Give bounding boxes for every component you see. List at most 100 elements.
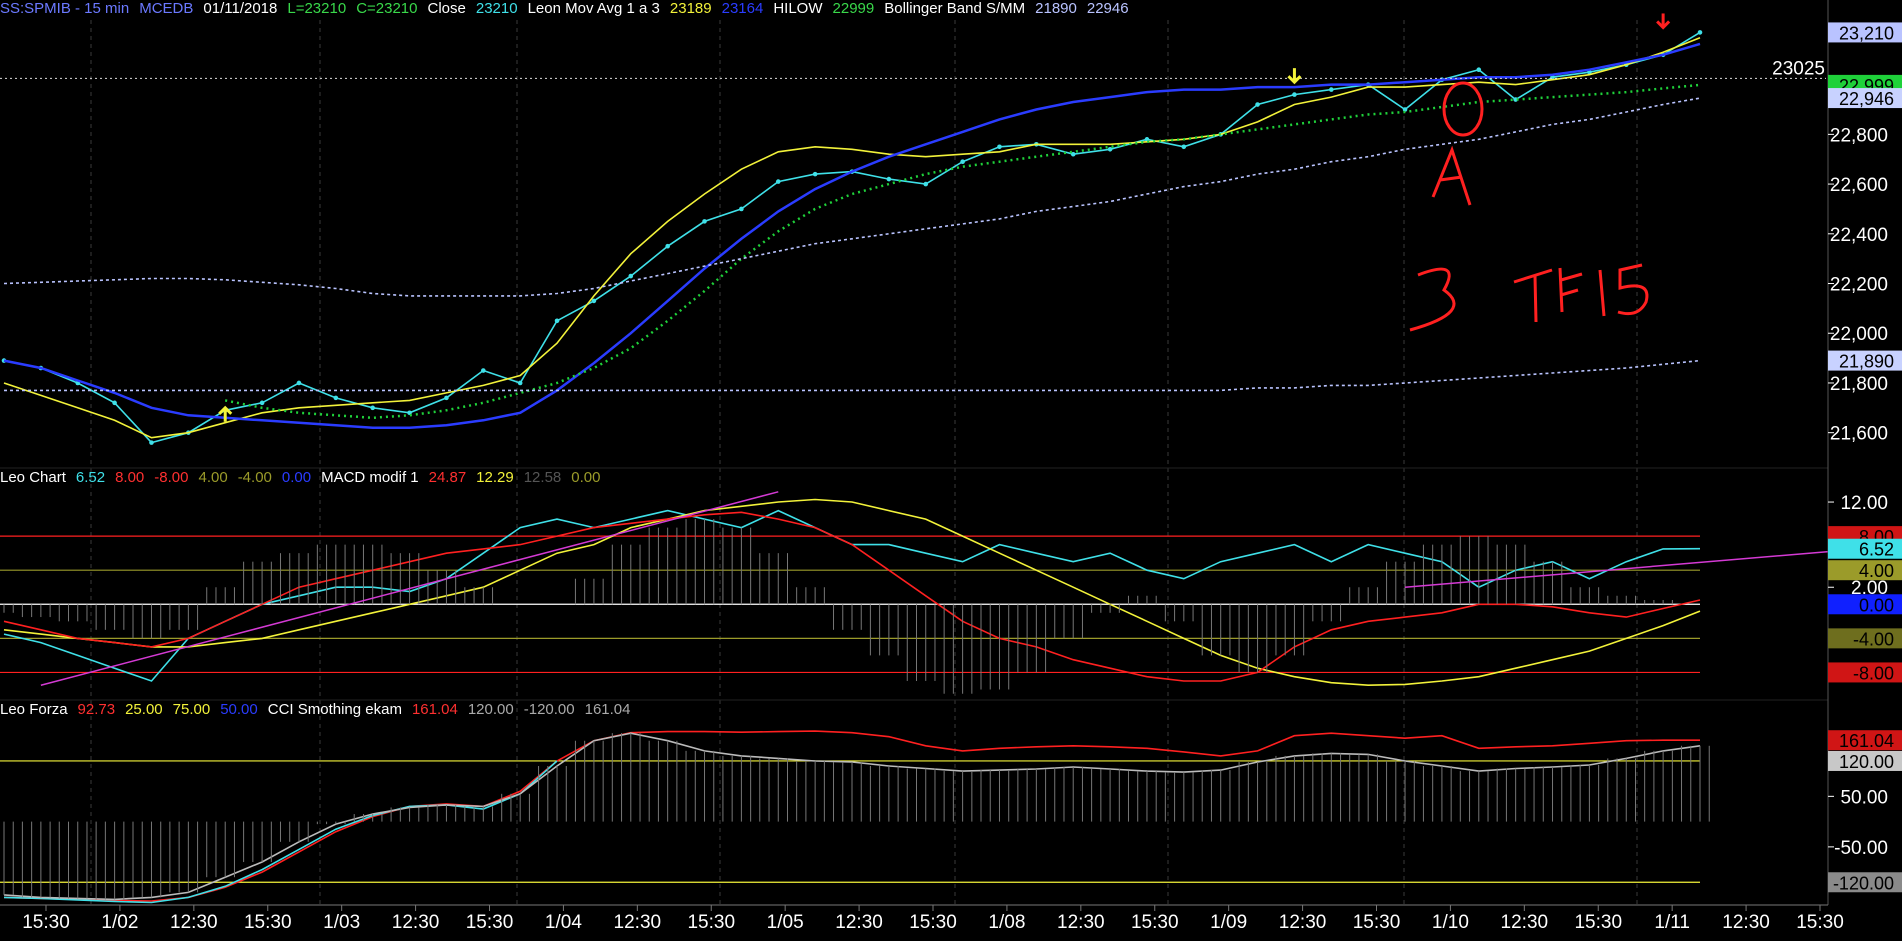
price-point-26	[960, 159, 965, 165]
macd-series-1	[3, 498, 1701, 687]
price-point-20	[739, 206, 744, 212]
price-value-tag-3: 21,890	[1839, 352, 1894, 372]
forza-value-tag-0: 161.04	[1839, 731, 1894, 751]
price-tick-label-4: 22,000	[1830, 324, 1888, 345]
macd-value-tag-5: -8.00	[1853, 663, 1894, 683]
price-point-12	[444, 395, 449, 401]
x-tick-label-22: 1/11	[1654, 912, 1690, 933]
price-point-36	[1329, 87, 1334, 92]
macd-value-tag-bg-5	[1828, 662, 1902, 683]
x-tick-label-14: 12:30	[1057, 912, 1105, 933]
price-point-8	[296, 380, 302, 386]
x-tick-label-18: 15:30	[1353, 912, 1401, 933]
forza-value-tag-bg-2	[1828, 872, 1902, 893]
x-tick-label-23: 12:30	[1722, 912, 1770, 933]
price-point-29	[1070, 151, 1076, 157]
forza-panel-header: Leo Forza 92.73 25.00 75.00 50.00 CCI Smothin…	[0, 701, 641, 719]
macd-tick-label-1: 2.00	[1851, 578, 1888, 599]
forza-legend-5: CCI Smothing ekam	[267, 701, 402, 718]
price-point-46	[1697, 30, 1703, 35]
vertical-grid	[0, 20, 1902, 905]
x-tick-label-4: 1/03	[323, 912, 360, 933]
x-tick-label-5: 12:30	[392, 912, 440, 933]
x-tick-label-3: 15:30	[244, 912, 292, 933]
price-panel-header: SS:SPMIB - 15 min MCEDB 01/11/2018 L=23210 C…	[0, 0, 1139, 18]
forza-legend-8: -120.00	[523, 701, 575, 718]
macd-trendline-2	[1404, 550, 1831, 588]
macd-legend-5: -4.00	[237, 469, 272, 486]
price-point-4	[149, 440, 154, 445]
annotation-letter-a	[1431, 145, 1472, 206]
forza-series-0	[3, 730, 1700, 902]
price-point-9	[333, 395, 339, 401]
forza-panel	[0, 730, 1710, 904]
scale-background	[1828, 0, 1902, 941]
price-legend-4: C=23210	[356, 0, 418, 17]
arrow-head-1	[1287, 75, 1302, 85]
price-legend-1: MCEDB	[139, 0, 194, 17]
macd-legend-6: 0.00	[281, 469, 312, 486]
macd-value-tag-bg-3	[1828, 594, 1902, 615]
x-tick-label-17: 12:30	[1279, 912, 1327, 933]
x-tick-label-12: 15:30	[909, 912, 957, 933]
x-tick-label-8: 12:30	[614, 912, 662, 933]
price-point-17	[628, 273, 634, 279]
forza-value-tag-bg-0	[1828, 730, 1902, 751]
macd-panel	[0, 491, 1831, 694]
macd-legend-2: 8.00	[115, 469, 145, 486]
forza-legend-2: 25.00	[125, 701, 163, 718]
x-tick-label-0: 15:30	[22, 912, 70, 933]
x-tick-label-21: 15:30	[1574, 912, 1622, 933]
price-tick-label-6: 21,600	[1830, 424, 1888, 445]
x-tick-label-2: 12:30	[170, 912, 218, 933]
macd-legend-7: MACD modif 1	[321, 469, 419, 486]
x-tick-label-24: 15:30	[1796, 912, 1844, 933]
macd-value-tag-bg-1	[1828, 538, 1902, 559]
price-point-18	[665, 243, 670, 249]
price-value-tag-0: 23,210	[1839, 23, 1894, 43]
annotation-letters-tf	[1513, 267, 1583, 323]
price-point-10	[370, 405, 375, 411]
price-legend-10: HILOW	[773, 0, 823, 17]
x-tick-label-10: 1/05	[767, 912, 804, 933]
reference-line-label: 23025	[1772, 58, 1825, 79]
arrow-up-icon-0	[218, 405, 233, 422]
price-legend-3: L=23210	[287, 0, 347, 17]
price-legend-9: 23164	[721, 0, 764, 17]
macd-legend-3: -8.00	[154, 469, 189, 486]
price-legend-6: 23210	[475, 0, 518, 17]
price-tick-label-5: 21,800	[1830, 374, 1888, 395]
forza-legend-1: 92.73	[77, 701, 116, 718]
macd-panel-header: Leo Chart 6.52 8.00 -8.00 4.00 -4.00 0.00 MACD …	[0, 469, 610, 487]
price-value-tag-bg-3	[1828, 350, 1902, 371]
price-point-22	[812, 171, 818, 177]
forza-legend-0: Leo Forza	[0, 701, 68, 718]
price-legend-12: Bollinger Band S/MM	[884, 0, 1026, 17]
annotation-digits-15	[1598, 263, 1649, 317]
price-point-14	[517, 380, 523, 386]
macd-legend-4: 4.00	[198, 469, 228, 486]
price-point-3	[112, 400, 117, 406]
macd-legend-9: 12.29	[476, 469, 514, 486]
price-point-21	[775, 179, 781, 184]
price-series-1	[3, 36, 1701, 439]
price-point-34	[1255, 102, 1260, 107]
price-legend-13: 21890	[1035, 0, 1077, 17]
forza-legend-3: 75.00	[172, 701, 211, 718]
macd-legend-11: 0.00	[571, 469, 601, 486]
x-tick-label-20: 12:30	[1501, 912, 1549, 933]
macd-value-tag-2: 4.00	[1859, 561, 1894, 581]
macd-legend-10: 12.58	[523, 469, 562, 486]
price-legend-14: 22946	[1086, 0, 1129, 17]
macd-value-tag-3: 0.00	[1859, 595, 1894, 615]
x-tick-label-15: 15:30	[1131, 912, 1179, 933]
price-tick-label-0: 22,800	[1830, 125, 1888, 146]
arrow-head-0	[218, 405, 233, 415]
x-tick-label-13: 1/08	[988, 912, 1025, 933]
x-tick-label-11: 12:30	[835, 912, 883, 933]
forza-legend-7: 120.00	[467, 701, 514, 718]
price-point-24	[886, 176, 892, 182]
macd-legend-8: 24.87	[428, 469, 467, 486]
macd-legend-0: Leo Chart	[0, 469, 66, 486]
price-tick-label-1: 22,600	[1830, 175, 1888, 196]
